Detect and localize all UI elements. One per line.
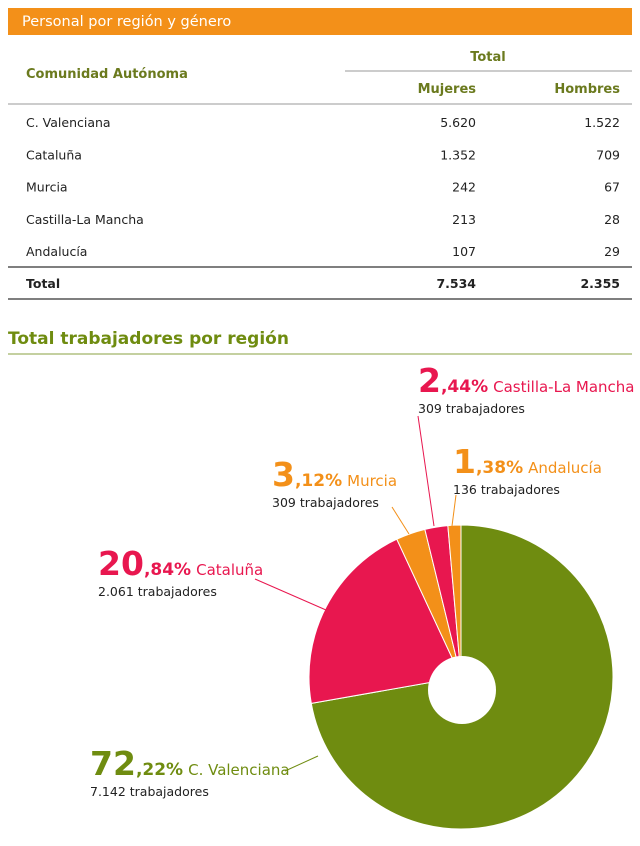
donut-hole (428, 656, 496, 724)
category-label: Murcia (347, 472, 397, 490)
column-header: Mujeres (418, 82, 477, 97)
slice (447, 524, 462, 678)
row-label: Murcia (26, 180, 68, 195)
value-label: 2,44% (418, 361, 488, 400)
leader-line (391, 506, 410, 535)
cell: 1.522 (584, 115, 620, 130)
cell: 29 (604, 244, 620, 259)
count-label: 309 trabajadores (418, 401, 525, 416)
category-label: Cataluña (196, 561, 263, 579)
value-label: 3,12% (272, 455, 342, 494)
row-label: C. Valenciana (26, 115, 111, 130)
leader-line (417, 415, 435, 527)
category-label: C. Valenciana (188, 761, 290, 779)
table-body: C. Valenciana 5.620 1.522 Cataluña 1.352 709 M… (26, 115, 620, 259)
leader-line (254, 578, 327, 611)
total-cell: 2.355 (580, 276, 620, 291)
cell: 5.620 (440, 115, 476, 130)
pie: 72,22% C. Valenciana 7.142 trabajadores 20,… (90, 361, 635, 830)
cell: 67 (604, 180, 620, 195)
slice (308, 538, 462, 704)
category-label: Castilla-La Mancha (493, 378, 634, 396)
region-header: Comunidad Autónoma (26, 67, 188, 82)
value-label: 20,84% (98, 544, 191, 583)
row-label: Castilla-La Mancha (26, 212, 144, 227)
cell: 1.352 (440, 147, 476, 162)
total-cell: 7.534 (436, 276, 476, 291)
table-title: Personal por región y género (22, 14, 231, 30)
count-label: 2.061 trabajadores (98, 584, 217, 599)
cell: 709 (596, 147, 620, 162)
category-label: Andalucía (528, 459, 602, 477)
total-label: Total (26, 276, 60, 291)
row-label: Andalucía (26, 244, 87, 259)
chart-title: Total trabajadores por región (8, 329, 289, 349)
title-bar (8, 8, 632, 35)
row-label: Cataluña (26, 147, 82, 162)
leader-line (284, 755, 319, 772)
count-label: 136 trabajadores (453, 482, 560, 497)
value-label: 1,38% (453, 442, 523, 481)
value-label: 72,22% (90, 744, 183, 783)
group-header: Total (470, 50, 506, 65)
count-label: 309 trabajadores (272, 495, 379, 510)
leader-line (451, 494, 457, 527)
count-label: 7.142 trabajadores (90, 784, 209, 799)
column-header: Hombres (554, 82, 620, 97)
cell: 28 (604, 212, 620, 227)
cell: 107 (452, 244, 476, 259)
cell: 213 (452, 212, 476, 227)
cell: 242 (452, 180, 476, 195)
